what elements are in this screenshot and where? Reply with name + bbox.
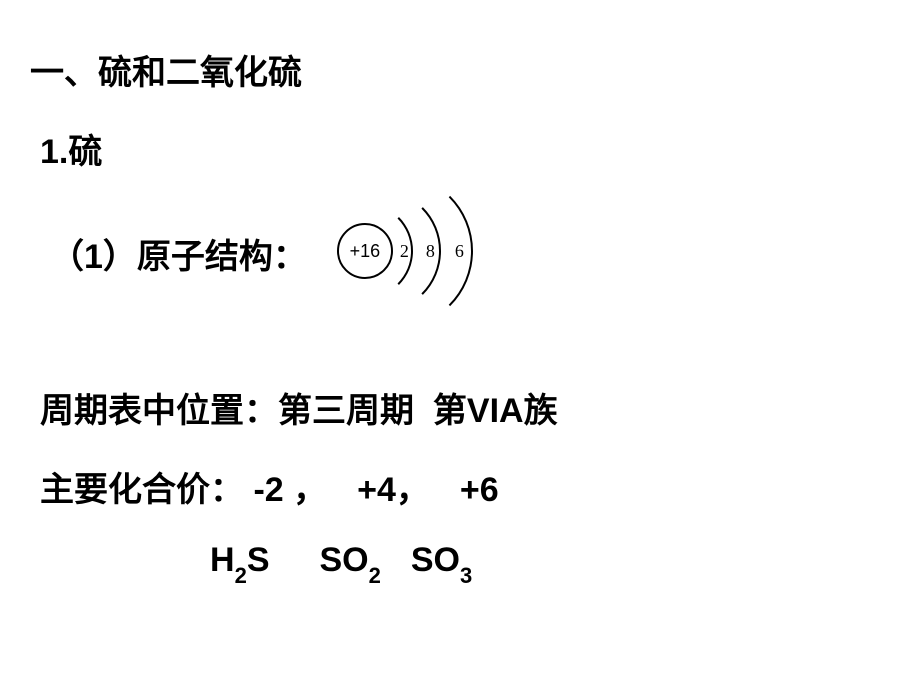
shell-electrons-3: 6 xyxy=(455,241,464,262)
subsection-heading: 1.硫 xyxy=(40,124,890,173)
compound-so3: SO3 xyxy=(411,541,472,579)
compound-examples: H2S SO2 SO3 xyxy=(210,541,890,585)
valence-label: 主要化合价： xyxy=(40,471,244,509)
periodic-group: 第VIA族 xyxy=(433,392,558,430)
periodic-label: 周期表中位置： xyxy=(40,392,278,430)
periodic-period: 第三周期 xyxy=(278,392,414,430)
valence-line: 主要化合价： -2 ， +4， +6 xyxy=(40,462,890,511)
structure-prefix: （1） xyxy=(50,238,137,276)
nucleus-circle: +16 xyxy=(337,223,393,279)
shell-electrons-2: 8 xyxy=(426,241,435,262)
structure-text: 原子结构： xyxy=(137,238,307,276)
shell-electrons-1: 2 xyxy=(400,241,409,262)
section-title: 一、硫和二氧化硫 xyxy=(30,45,890,94)
compound-h2s: H2S xyxy=(210,541,270,579)
atomic-structure-row: （1）原子结构： +16 2 8 6 xyxy=(50,193,890,313)
subsection-name: 硫 xyxy=(68,133,102,171)
atom-diagram: +16 2 8 6 xyxy=(337,193,537,313)
compound-so2: SO2 xyxy=(320,541,381,579)
valence-3: +6 xyxy=(460,471,499,509)
nucleus-charge: +16 xyxy=(350,241,381,262)
periodic-position-line: 周期表中位置：第三周期 第VIA族 xyxy=(40,383,890,432)
subsection-number: 1. xyxy=(40,133,68,171)
structure-label: （1）原子结构： xyxy=(50,229,307,278)
valence-2: +4， xyxy=(357,471,430,509)
valence-1: -2 ， xyxy=(253,471,327,509)
